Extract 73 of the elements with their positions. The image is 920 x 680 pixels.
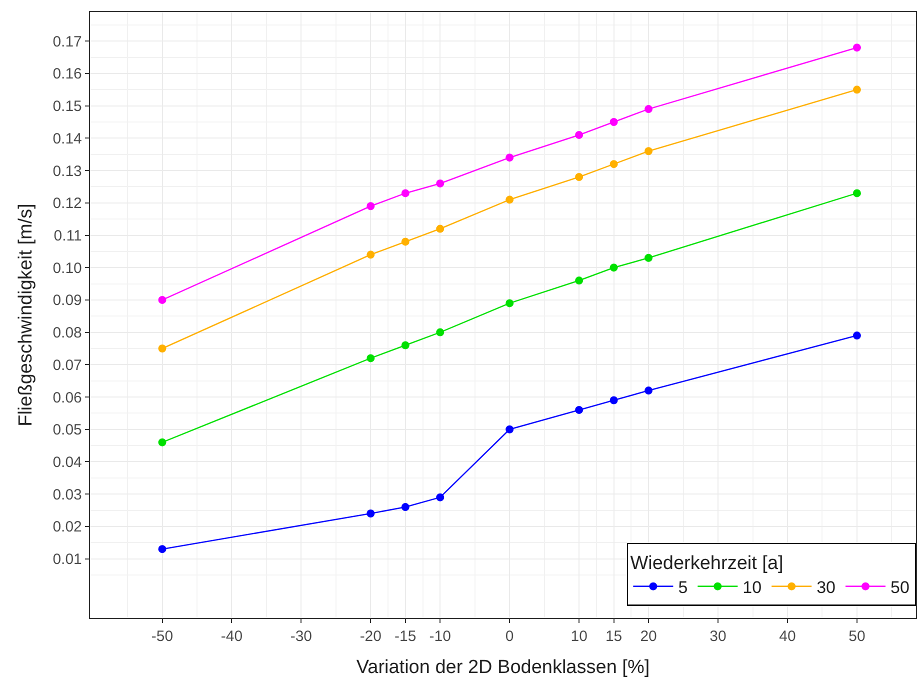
x-tick-label: 20 xyxy=(640,628,657,646)
point xyxy=(644,105,653,114)
point xyxy=(575,173,584,182)
point xyxy=(610,118,618,126)
x-tick-label: -50 xyxy=(151,628,174,646)
point xyxy=(366,509,375,518)
point xyxy=(506,154,514,162)
point xyxy=(852,189,861,198)
point xyxy=(852,86,861,94)
y-tick-label: 0.10 xyxy=(52,260,82,277)
x-tick-label: 40 xyxy=(779,628,796,646)
point xyxy=(366,354,375,362)
point xyxy=(852,332,861,340)
y-tick-label: 0.11 xyxy=(54,228,82,244)
x-tick-label: 15 xyxy=(605,628,622,646)
point xyxy=(158,296,166,304)
y-tick-label: 0.13 xyxy=(52,162,82,180)
point xyxy=(610,396,618,404)
x-tick-label: 10 xyxy=(570,628,588,646)
x-tick-label: -10 xyxy=(429,628,451,646)
y-tick-label: 0.09 xyxy=(52,292,82,310)
y-tick-label: 0.08 xyxy=(52,324,82,342)
legend-label: 10 xyxy=(742,578,762,597)
point xyxy=(158,344,166,352)
point xyxy=(401,503,410,512)
legend-label: 5 xyxy=(678,578,688,597)
point xyxy=(158,438,166,446)
point xyxy=(610,264,618,272)
point xyxy=(436,179,444,188)
point xyxy=(644,254,653,262)
y-tick-label: 0.14 xyxy=(52,130,82,148)
point xyxy=(575,406,584,414)
x-tick-label: -20 xyxy=(360,628,382,646)
point xyxy=(575,276,584,285)
point xyxy=(644,386,653,395)
y-tick-label: 0.12 xyxy=(52,195,82,212)
x-axis-title: Variation der 2D Bodenklassen [%] xyxy=(356,656,650,678)
point xyxy=(610,160,618,168)
point xyxy=(436,328,444,336)
point xyxy=(644,147,653,156)
x-tick-label: -40 xyxy=(220,628,243,646)
x-tick-label: -30 xyxy=(290,628,312,646)
point xyxy=(506,299,514,308)
point xyxy=(436,493,444,502)
y-tick-label: 0.16 xyxy=(52,66,82,83)
y-tick-label: 0.07 xyxy=(52,356,82,374)
y-tick-label: 0.02 xyxy=(52,518,82,536)
y-axis-title: Fließgeschwindigkeit [m/s] xyxy=(16,204,37,426)
point xyxy=(158,545,166,554)
point xyxy=(401,238,410,246)
legend-label: 30 xyxy=(816,578,836,597)
x-tick-label: 0 xyxy=(505,628,514,646)
legend-title: Wiederkehrzeit [a] xyxy=(630,552,784,574)
point xyxy=(506,196,514,204)
point xyxy=(506,425,514,434)
point xyxy=(366,202,375,210)
y-tick-label: 0.17 xyxy=(52,33,82,50)
x-tick-label: 50 xyxy=(848,628,866,646)
y-tick-label: 0.01 xyxy=(52,551,82,568)
x-tick-label: 30 xyxy=(710,628,726,646)
point xyxy=(401,341,410,350)
y-tick-label: 0.15 xyxy=(52,98,82,116)
x-tick-label: -15 xyxy=(394,628,416,646)
point xyxy=(852,44,861,52)
point xyxy=(366,250,375,259)
point xyxy=(401,189,410,198)
y-tick-label: 0.06 xyxy=(52,389,82,406)
point xyxy=(575,130,584,139)
y-tick-label: 0.03 xyxy=(52,486,82,504)
point xyxy=(436,224,444,233)
y-tick-label: 0.05 xyxy=(52,422,82,439)
legend-label: 50 xyxy=(890,578,910,597)
y-tick-label: 0.04 xyxy=(52,454,82,471)
